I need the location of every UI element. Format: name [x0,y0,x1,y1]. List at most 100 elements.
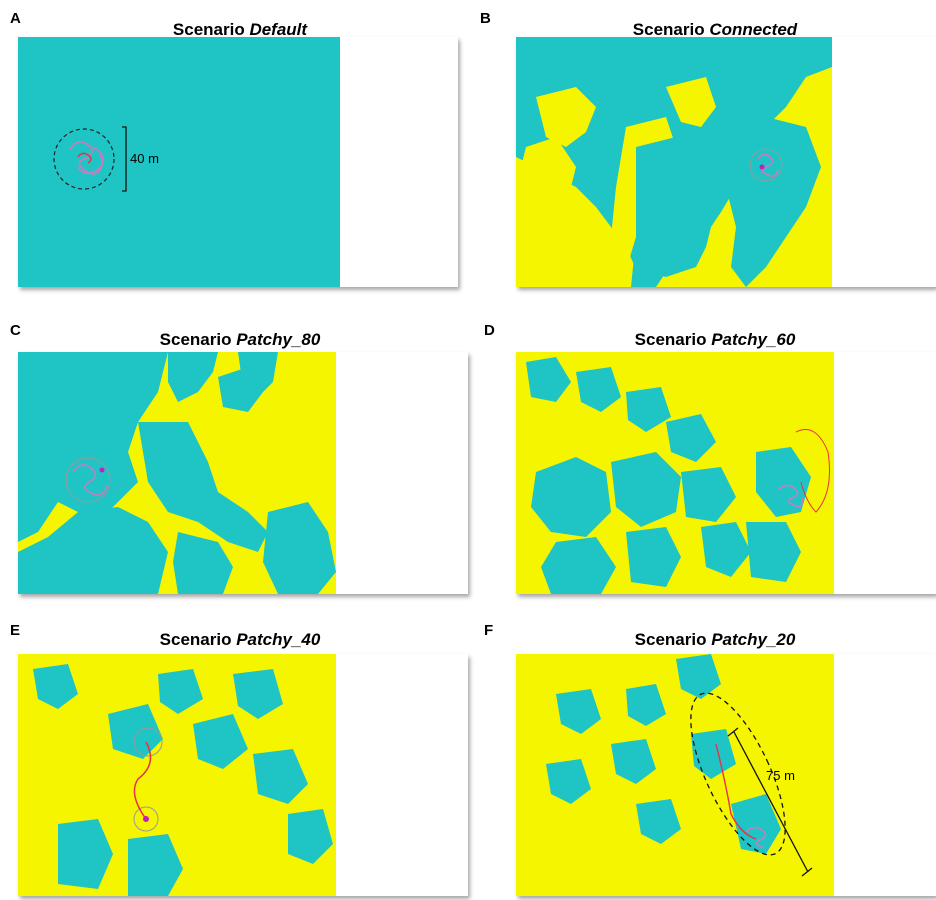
landscape-svg [18,352,336,594]
panel-label: E [10,622,21,639]
habitat-patch [168,352,218,402]
title-prefix: Scenario [634,330,712,349]
habitat-patch [716,117,821,287]
scale-label: 40 m [130,151,159,166]
panel-d: D Scenario Patchy_60 [480,300,936,600]
habitat-patch [233,669,283,719]
habitat-patch [531,457,611,537]
landscape-map [18,654,468,896]
habitat-patch [631,137,696,287]
landscape-svg: 75 m [516,654,834,896]
habitat-patch [636,799,681,844]
movement-track [69,141,104,175]
movement-track [777,484,804,508]
panel-title: Scenario Patchy_40 [30,630,450,650]
habitat-patch [128,834,183,896]
home-range-circle [749,148,783,182]
habitat-patch [18,507,168,594]
habitat-patch [626,387,671,432]
habitat-patch [611,452,681,527]
matrix-gap [536,87,596,147]
home-range-circle [133,727,163,757]
scale-label: 75 m [766,768,795,783]
matrix-gap [516,137,576,247]
matrix-gap [666,77,716,127]
movement-track [745,826,767,849]
habitat-patch [526,357,571,402]
panel-f: F Scenario Patchy_20 75 m [480,600,936,900]
habitat-patch [138,422,268,552]
panel-title: Scenario Patchy_20 [500,630,930,650]
habitat-patch [626,527,681,587]
landscape-map: 40 m [18,37,458,287]
panel-label: B [480,10,491,27]
panel-a: A Scenario Default 40 m [0,0,458,300]
home-range-circle [65,457,111,503]
panel-title: Scenario Connected [500,20,930,40]
movement-track-red [77,152,92,164]
habitat-patch [756,447,811,517]
panel-c: C Scenario Patchy_80 [0,300,468,600]
title-prefix: Scenario [159,330,237,349]
scale-bar [733,731,809,873]
movement-track [757,153,779,177]
scale-bar-ticks [727,727,813,877]
title-scenario-name: Connected [709,20,798,39]
title-scenario-name: Patchy_40 [236,630,321,649]
habitat-patch [288,809,333,864]
habitat-patch [263,502,336,594]
panel-b: B Scenario Connected [480,0,936,300]
landscape-svg [18,654,336,896]
home-range-ellipse [690,692,786,856]
habitat-patch [546,759,591,804]
title-scenario-name: Default [249,20,308,39]
habitat-patch [18,352,168,542]
title-prefix: Scenario [632,20,710,39]
habitat-patch [681,467,736,522]
habitat-patch [33,664,78,709]
habitat-patch [691,729,736,779]
panel-title: Scenario Patchy_60 [500,330,930,350]
habitat-patch [108,704,163,759]
habitat-patch [556,689,601,734]
title-scenario-name: Patchy_20 [711,630,796,649]
panel-label: D [484,322,495,339]
title-prefix: Scenario [634,630,712,649]
title-scenario-name: Patchy_80 [236,330,321,349]
landscape-svg: 40 m [18,37,340,287]
movement-track-red [715,743,757,840]
habitat-patch [611,739,656,784]
movement-track-red [133,741,152,820]
title-prefix: Scenario [172,20,250,39]
panel-label: A [10,10,21,27]
landscape-svg [516,37,832,287]
home-range-circle [133,806,159,832]
animal-position [99,467,105,473]
landscape-map [18,352,468,594]
panel-label: C [10,322,21,339]
movement-track-red [795,429,830,513]
landscape-map: 75 m [516,654,936,896]
habitat-patch [173,532,233,594]
landscape-map [516,37,936,287]
habitat-patch [541,537,616,594]
habitat-patch [193,714,248,769]
habitat-patch [666,414,716,462]
landscape-svg [516,352,834,594]
habitat-patch [253,749,308,804]
title-prefix: Scenario [159,630,237,649]
habitat-patch [676,654,721,699]
habitat-patch [576,367,621,412]
panel-label: F [484,622,494,639]
movement-track [72,464,108,496]
home-range-circle [53,128,115,190]
title-scenario-name: Patchy_60 [711,330,796,349]
habitat-patch [626,684,666,726]
landscape-map [516,352,936,594]
habitat-patch [746,522,801,582]
habitat-area [18,37,340,287]
panel-title: Scenario Patchy_80 [30,330,450,350]
animal-position [143,816,149,822]
panel-title: Scenario Default [30,20,450,40]
scale-bar [122,126,127,192]
